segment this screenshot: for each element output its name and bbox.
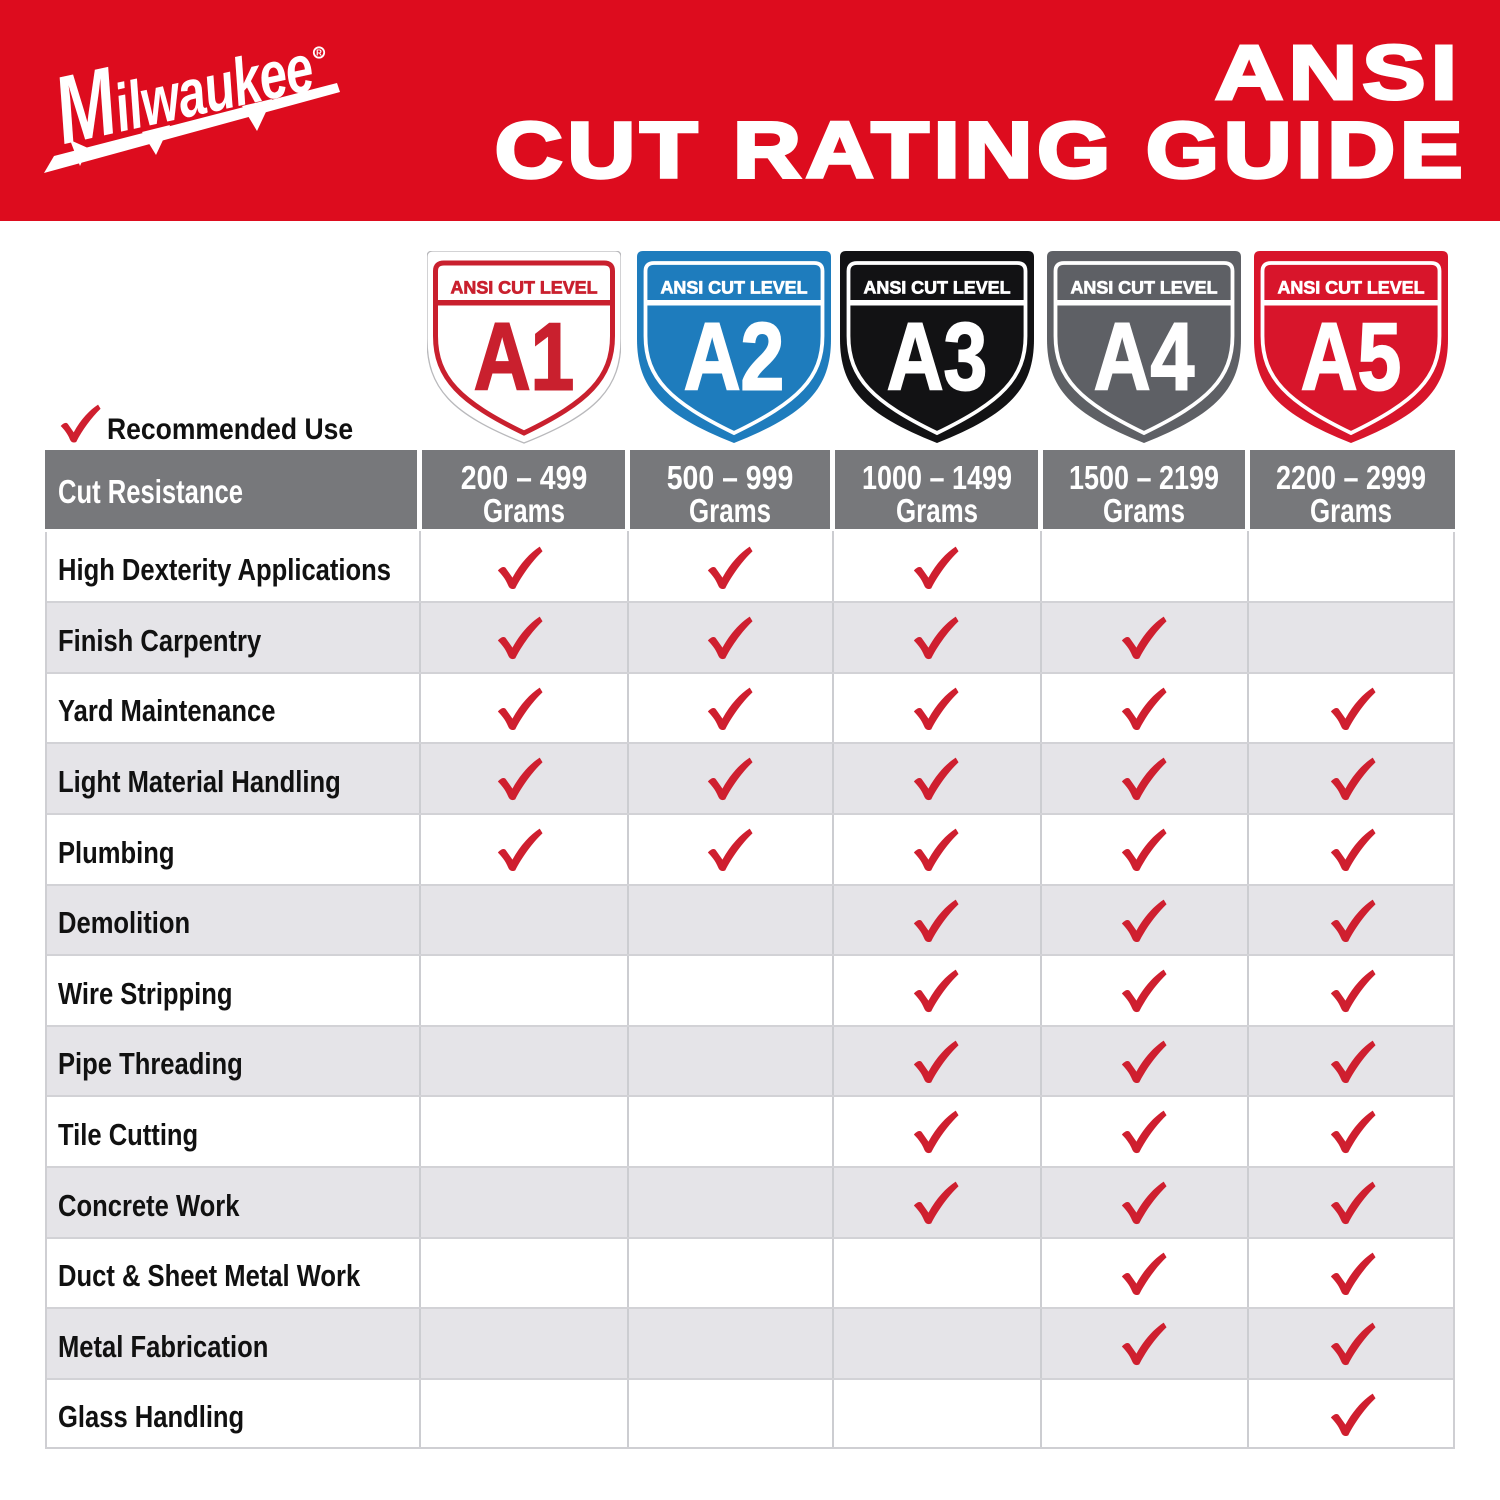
svg-text:Milwaukee: Milwaukee — [45, 5, 321, 165]
svg-text:ANSI CUT LEVEL: ANSI CUT LEVEL — [450, 277, 597, 297]
svg-text:A2: A2 — [684, 303, 785, 410]
svg-text:A3: A3 — [886, 303, 987, 410]
svg-text:ANSI CUT LEVEL: ANSI CUT LEVEL — [660, 277, 807, 297]
svg-text:A1: A1 — [473, 303, 574, 410]
svg-text:R: R — [316, 49, 322, 58]
svg-text:ANSI CUT LEVEL: ANSI CUT LEVEL — [863, 277, 1010, 297]
svg-text:ANSI CUT LEVEL: ANSI CUT LEVEL — [1070, 277, 1217, 297]
svg-text:A5: A5 — [1301, 303, 1402, 410]
svg-text:ANSI CUT LEVEL: ANSI CUT LEVEL — [1277, 277, 1424, 297]
svg-text:A4: A4 — [1094, 303, 1195, 410]
